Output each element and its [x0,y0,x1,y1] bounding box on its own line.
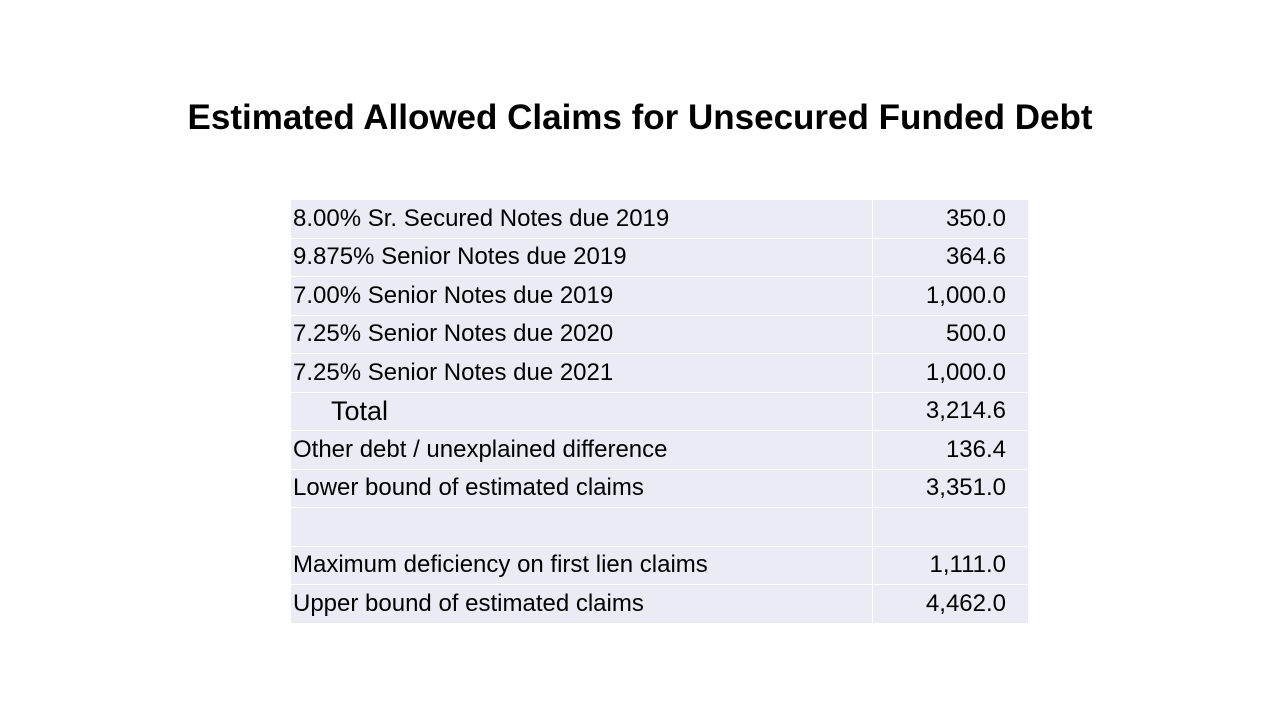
table-row: 8.00% Sr. Secured Notes due 2019 350.0 [290,199,1029,239]
row-value: 136.4 [872,430,1029,470]
row-label: Lower bound of estimated claims [290,468,873,508]
table-row: 9.875% Senior Notes due 2019 364.6 [290,237,1029,277]
row-label: 7.00% Senior Notes due 2019 [290,276,873,316]
row-label: Maximum deficiency on first lien claims [290,545,873,585]
table-row: Total 3,214.6 [290,391,1029,431]
table-row: Upper bound of estimated claims 4,462.0 [290,584,1029,624]
table-row: 7.25% Senior Notes due 2021 1,000.0 [290,353,1029,393]
table-row: Maximum deficiency on first lien claims 1… [290,545,1029,585]
table-row: 7.00% Senior Notes due 2019 1,000.0 [290,276,1029,316]
row-value: 500.0 [872,314,1029,354]
row-value: 1,000.0 [872,276,1029,316]
row-value: 3,214.6 [872,391,1029,431]
row-value: 1,000.0 [872,353,1029,393]
row-label: Other debt / unexplained difference [290,430,873,470]
row-value: 364.6 [872,237,1029,277]
table-row: Lower bound of estimated claims 3,351.0 [290,468,1029,508]
row-label: 7.25% Senior Notes due 2020 [290,314,873,354]
table-row: 7.25% Senior Notes due 2020 500.0 [290,314,1029,354]
row-label: 8.00% Sr. Secured Notes due 2019 [290,199,873,239]
row-value: 3,351.0 [872,468,1029,508]
row-value: 4,462.0 [872,584,1029,624]
row-value: 1,111.0 [872,545,1029,585]
claims-table: 8.00% Sr. Secured Notes due 2019 350.0 9.8… [290,199,1029,624]
slide-title: Estimated Allowed Claims for Unsecured F… [187,98,1093,137]
table-row: Other debt / unexplained difference 136.4 [290,430,1029,470]
row-label: 7.25% Senior Notes due 2021 [290,353,873,393]
spacer-cell [290,507,873,547]
spacer-cell [872,507,1029,547]
row-value: 350.0 [872,199,1029,239]
row-label: Upper bound of estimated claims [290,584,873,624]
row-label: Total [290,391,873,431]
row-label: 9.875% Senior Notes due 2019 [290,237,873,277]
spacer-row [290,507,1029,547]
